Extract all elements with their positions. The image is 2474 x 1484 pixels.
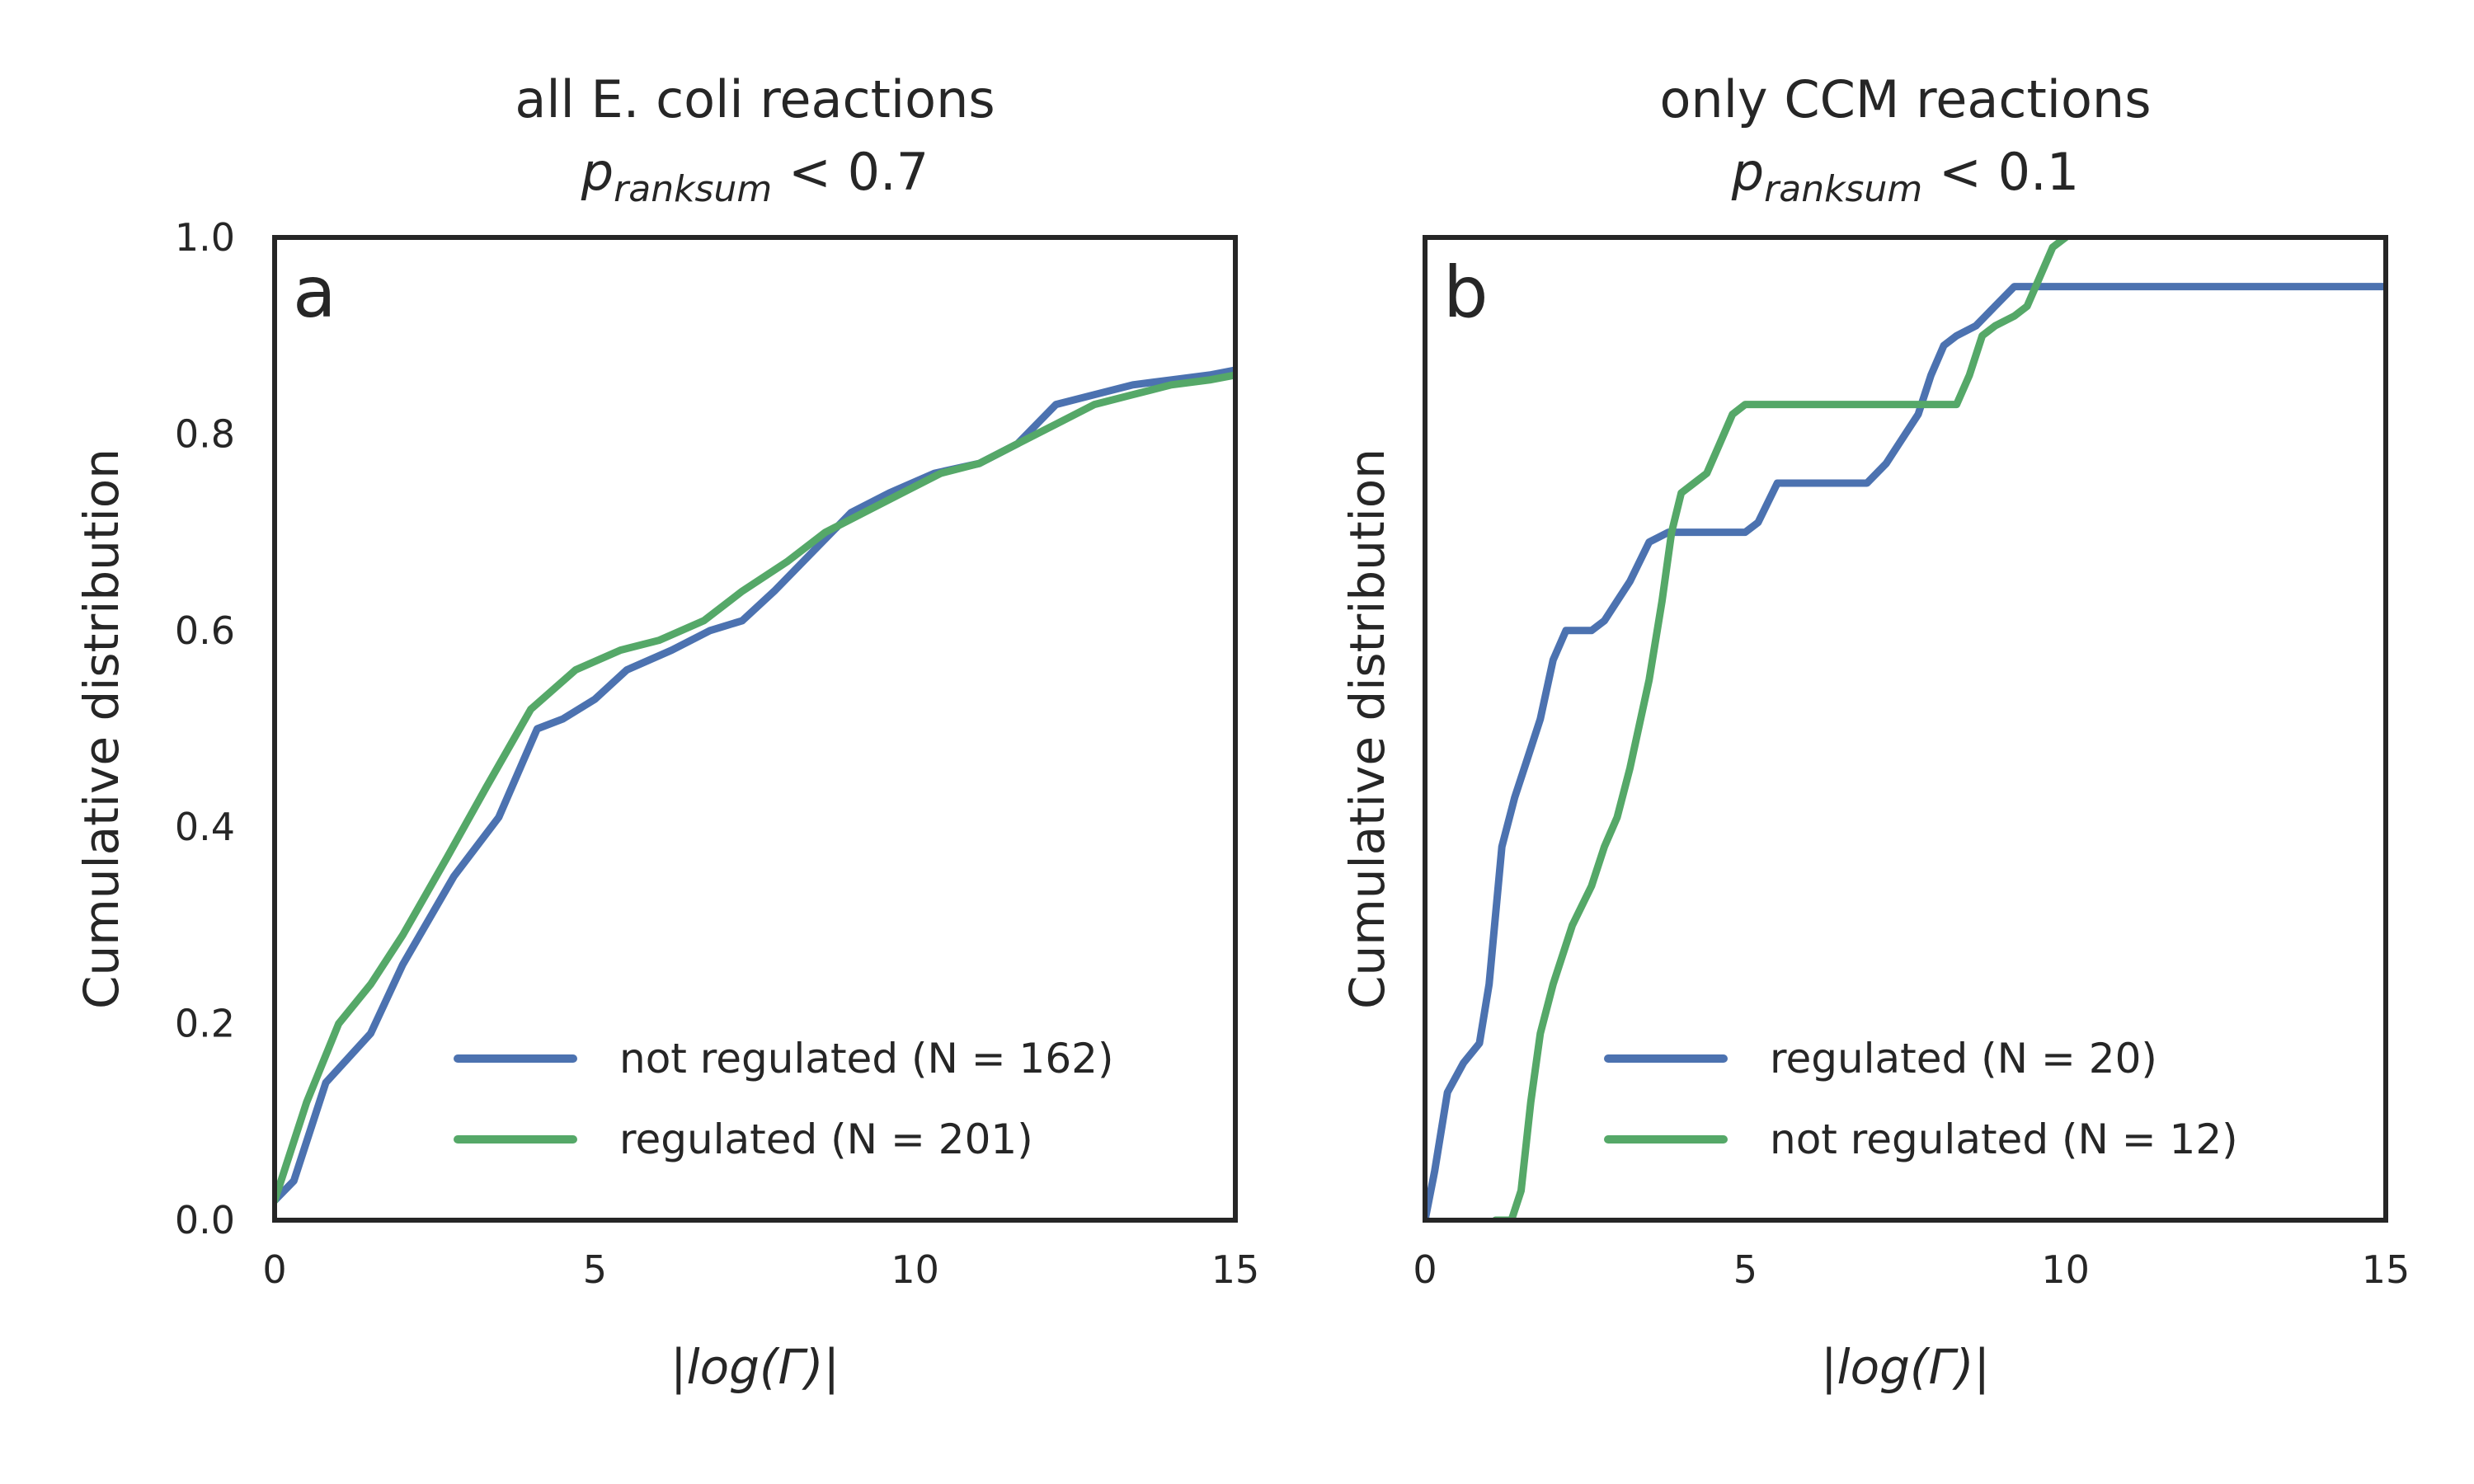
- panel-letter: a: [293, 251, 336, 334]
- chart-subtitle: pranksum < 0.1: [1731, 142, 2079, 210]
- x-tick-label: 10: [2041, 1247, 2090, 1292]
- subtitle-subscript: ranksum: [1764, 168, 1922, 210]
- x-tick-label: 15: [2362, 1247, 2411, 1292]
- series-line-2: [275, 371, 1235, 1205]
- x-tick-label: 0: [262, 1247, 286, 1292]
- series-line-1: [1425, 283, 2386, 1220]
- y-tick-label: 0.0: [175, 1198, 235, 1242]
- subtitle-p: p: [581, 142, 614, 202]
- subtitle-p: p: [1731, 142, 1764, 202]
- y-tick-label: 0.6: [175, 608, 235, 653]
- chart-subtitle: pranksum < 0.7: [581, 142, 929, 210]
- y-tick-label: 0.2: [175, 1002, 235, 1046]
- panel-a: 0 5 10 15 0.0 0.2 0.4 0.6 0.8 1.0 |log(Γ)| Cumulati…: [73, 69, 1259, 1395]
- legend-label: regulated (N = 201): [619, 1115, 1033, 1163]
- subtitle-threshold: < 0.7: [772, 142, 929, 202]
- x-tick-label: 0: [1413, 1247, 1437, 1292]
- plot-area: [1425, 237, 2386, 1220]
- y-tick-label: 0.4: [175, 805, 235, 849]
- x-tick-label: 5: [1733, 1247, 1757, 1292]
- legend-label: regulated (N = 20): [1770, 1035, 2157, 1082]
- chart-title: only CCM reactions: [1659, 69, 2151, 129]
- plot-area: [275, 366, 1235, 1205]
- x-axis-label: |log(Γ)|: [1821, 1339, 1990, 1395]
- x-tick-label: 5: [583, 1247, 607, 1292]
- legend-label: not regulated (N = 162): [619, 1035, 1114, 1082]
- x-tick-label: 15: [1211, 1247, 1260, 1292]
- x-axis-label: |log(Γ)|: [670, 1339, 840, 1395]
- series-line-2: [1491, 237, 2072, 1220]
- chart-title: all E. coli reactions: [515, 69, 995, 129]
- y-axis-label: Cumulative distribution: [73, 448, 129, 1009]
- x-tick-label: 10: [891, 1247, 939, 1292]
- y-axis-label: Cumulative distribution: [1339, 448, 1395, 1009]
- axes-frame: [272, 235, 1238, 1223]
- subtitle-threshold: < 0.1: [1922, 142, 2079, 202]
- subtitle-subscript: ranksum: [614, 168, 772, 210]
- y-tick-label: 1.0: [175, 215, 235, 260]
- series-line-1: [275, 366, 1235, 1205]
- panel-b: 0 5 10 15 |log(Γ)| Cumulative distribution onl…: [1339, 69, 2410, 1395]
- y-tick-label: 0.8: [175, 411, 235, 456]
- axes-frame: [1423, 235, 2388, 1223]
- panel-letter: b: [1443, 251, 1489, 334]
- legend-label: not regulated (N = 12): [1770, 1115, 2238, 1163]
